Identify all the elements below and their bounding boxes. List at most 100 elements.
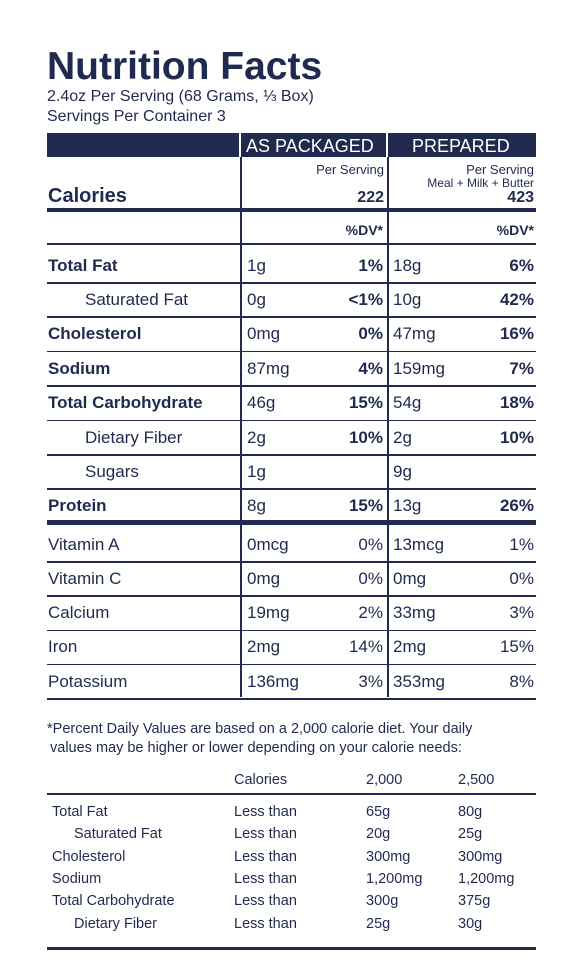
amount: 46g bbox=[247, 393, 276, 413]
amount: 0mg bbox=[247, 568, 281, 588]
nutrient-name: Total Fat bbox=[48, 255, 118, 275]
dv-table-cell: Less than bbox=[234, 915, 297, 932]
daily-value: 42% bbox=[499, 289, 534, 309]
daily-value: 10% bbox=[499, 427, 534, 447]
header-gap bbox=[239, 133, 241, 157]
amount: 47mg bbox=[393, 324, 436, 344]
amount: 0g bbox=[247, 289, 266, 309]
daily-value: 2% bbox=[358, 603, 383, 623]
dv-table-cell: Dietary Fiber bbox=[74, 915, 157, 932]
amount: 353mg bbox=[393, 671, 445, 691]
column-line bbox=[240, 157, 242, 697]
calories-value: 222 bbox=[357, 189, 384, 206]
amount: 0mcg bbox=[247, 534, 289, 554]
nutrient-name: Total Carbohydrate bbox=[48, 393, 203, 413]
daily-value: 15% bbox=[348, 393, 383, 413]
amount: 13g bbox=[393, 496, 422, 516]
nutrient-name: Cholesterol bbox=[48, 324, 142, 344]
daily-value: 0% bbox=[358, 534, 383, 554]
thick-rule bbox=[47, 208, 536, 212]
rule bbox=[47, 350, 536, 353]
daily-value: 7% bbox=[509, 358, 534, 378]
amount: 0mg bbox=[247, 324, 281, 344]
header-gap bbox=[386, 133, 388, 157]
dv-header: %DV* bbox=[345, 222, 383, 238]
dv-table-cell: Total Carbohydrate bbox=[52, 893, 175, 910]
column-line bbox=[387, 157, 389, 697]
dv-table-cell: 300mg bbox=[366, 848, 411, 865]
footnote: values may be higher or lower depending … bbox=[50, 739, 462, 756]
daily-value: 0% bbox=[509, 568, 534, 588]
column-header: PREPARED bbox=[412, 136, 510, 156]
amount: 8g bbox=[247, 496, 266, 516]
amount: 2mg bbox=[393, 637, 427, 657]
calories-label: Calories bbox=[48, 185, 127, 207]
daily-value: 10% bbox=[348, 427, 383, 447]
dv-table-cell: Less than bbox=[234, 826, 297, 843]
amount: 136mg bbox=[247, 671, 299, 691]
dv-table-cell: 65g bbox=[366, 803, 391, 820]
header-bar bbox=[47, 133, 536, 157]
amount: 33mg bbox=[393, 603, 436, 623]
daily-value: 1% bbox=[358, 255, 383, 275]
rule bbox=[47, 419, 536, 422]
daily-value: 16% bbox=[499, 324, 534, 344]
dv-table-cell: 25g bbox=[366, 915, 391, 932]
footnote: *Percent Daily Values are based on a 2,0… bbox=[47, 720, 473, 737]
daily-value: 3% bbox=[358, 671, 383, 691]
thick-rule bbox=[47, 520, 536, 525]
daily-value: 14% bbox=[348, 637, 383, 657]
dv-table-header: Calories bbox=[234, 771, 288, 788]
amount: 87mg bbox=[247, 358, 290, 378]
nutrient-name: Sugars bbox=[85, 461, 139, 481]
dv-table-cell: 1,200mg bbox=[458, 870, 515, 887]
dv-table-cell: Less than bbox=[234, 803, 297, 820]
amount: 10g bbox=[393, 289, 422, 309]
dv-table-cell: 300g bbox=[366, 893, 399, 910]
nutrient-name: Potassium bbox=[48, 671, 128, 691]
dv-table-header: 2,500 bbox=[458, 771, 495, 788]
nutrient-name: Sodium bbox=[48, 358, 111, 378]
rule bbox=[47, 698, 536, 700]
rule bbox=[47, 595, 536, 597]
amount: 9g bbox=[393, 461, 412, 481]
nutrient-name: Dietary Fiber bbox=[85, 427, 183, 447]
prepared-note: Meal + Milk + Butter bbox=[427, 176, 534, 190]
serving-size: 2.4oz Per Serving (68 Grams, ⅓ Box) bbox=[47, 88, 314, 105]
dv-table-cell: Less than bbox=[234, 870, 297, 887]
dv-table-header: 2,000 bbox=[366, 771, 403, 788]
dv-table-cell: Saturated Fat bbox=[74, 826, 162, 843]
amount: 0mg bbox=[393, 568, 427, 588]
dv-table-cell: Less than bbox=[234, 893, 297, 910]
rule bbox=[47, 454, 536, 456]
daily-value: 15% bbox=[499, 637, 534, 657]
daily-value: 4% bbox=[358, 358, 383, 378]
rule bbox=[47, 316, 536, 318]
per-serving: Per Serving bbox=[466, 161, 534, 177]
rule bbox=[47, 243, 536, 245]
daily-value: 8% bbox=[509, 671, 534, 691]
amount: 2g bbox=[393, 427, 412, 447]
rule bbox=[47, 282, 536, 284]
rule bbox=[47, 663, 536, 666]
amount: 1g bbox=[247, 255, 266, 275]
dv-table-cell: 80g bbox=[458, 803, 483, 820]
amount: 13mcg bbox=[393, 534, 445, 554]
daily-value: 15% bbox=[348, 496, 383, 516]
daily-value: <1% bbox=[348, 289, 384, 309]
amount: 2mg bbox=[247, 637, 281, 657]
calories-value: 423 bbox=[507, 189, 534, 206]
daily-value: 26% bbox=[499, 496, 534, 516]
nutrient-name: Vitamin C bbox=[48, 568, 122, 588]
daily-value: 0% bbox=[358, 324, 383, 344]
daily-value: 18% bbox=[499, 393, 534, 413]
column-header: AS PACKAGED bbox=[246, 136, 374, 156]
rule bbox=[47, 488, 536, 490]
thick-rule bbox=[47, 947, 536, 950]
dv-table-cell: Cholesterol bbox=[52, 848, 126, 865]
dv-table-cell: Less than bbox=[234, 848, 297, 865]
dv-table-cell: 25g bbox=[458, 826, 483, 843]
amount: 18g bbox=[393, 255, 422, 275]
per-serving: Per Serving bbox=[316, 161, 384, 177]
